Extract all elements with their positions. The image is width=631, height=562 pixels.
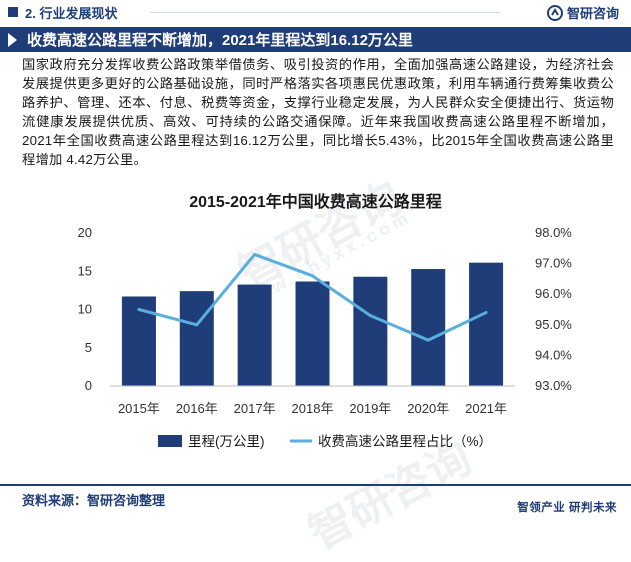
line-point xyxy=(368,314,372,318)
y-right-tick-label: 98.0% xyxy=(535,225,572,240)
y-left-tick-label: 0 xyxy=(85,378,92,393)
bar xyxy=(237,284,272,386)
line-point xyxy=(484,311,488,315)
x-tick-label: 2019年 xyxy=(349,401,391,416)
y-left-tick-label: 5 xyxy=(85,340,92,355)
chart-title: 2015-2021年中国收费高速公路里程 xyxy=(189,194,442,211)
legend-line-label: 收费高速公路里程占比（%） xyxy=(318,433,492,449)
y-right-tick-label: 96.0% xyxy=(535,286,572,301)
footer-slogan: 智领产业 研判未来 xyxy=(517,502,617,514)
footer-divider xyxy=(0,484,631,486)
y-right-tick-label: 94.0% xyxy=(535,347,572,362)
y-left-tick-label: 10 xyxy=(78,302,92,317)
line-point xyxy=(311,274,314,278)
line-point xyxy=(253,252,257,256)
x-tick-label: 2016年 xyxy=(176,401,218,416)
headline-arrow-icon xyxy=(8,32,17,47)
brand-name: 智研咨询 xyxy=(566,6,619,21)
line-point xyxy=(195,323,199,327)
brand-logo-icon xyxy=(546,4,563,21)
line-point xyxy=(137,308,141,311)
source-note: 资料来源：智研咨询整理 xyxy=(22,493,166,508)
headline-banner: 收费高速公路里程不断增加，2021年里程达到16.12万公里 xyxy=(0,27,631,52)
x-tick-label: 2017年 xyxy=(234,401,276,416)
bar xyxy=(295,281,330,386)
y-left-tick-label: 15 xyxy=(78,263,92,278)
body-paragraph: 国家政府充分发挥收费公路政策举借债务、吸引投资的作用，全面加强高速公路建设，为经… xyxy=(22,57,614,167)
bar xyxy=(469,262,504,386)
y-left-tick-label: 20 xyxy=(78,225,92,240)
x-tick-label: 2021年 xyxy=(465,401,507,416)
headline-text: 收费高速公路里程不断增加，2021年里程达到16.12万公里 xyxy=(27,32,413,49)
legend-bar-swatch xyxy=(158,435,182,447)
y-right-tick-label: 93.0% xyxy=(535,378,572,393)
section-square-icon xyxy=(8,7,18,17)
bar xyxy=(353,276,388,386)
line-point xyxy=(426,338,430,342)
bar xyxy=(411,269,446,386)
section-label: 2. 行业发展现状 xyxy=(25,5,118,21)
y-right-tick-label: 95.0% xyxy=(535,317,572,332)
combo-chart: 0 5 10 15 20 93.0% 94.0% 95.0% 96.0% 97.0% 98.0% 20… xyxy=(78,225,573,449)
bar xyxy=(179,291,214,386)
x-tick-label: 2018年 xyxy=(292,401,334,416)
brand-logo: 智研咨询 xyxy=(546,3,619,22)
y-right-tick-label: 97.0% xyxy=(535,256,572,271)
section-tag: 2. 行业发展现状 xyxy=(0,2,123,22)
x-tick-label: 2020年 xyxy=(407,401,449,416)
legend-bar-label: 里程(万公里) xyxy=(188,434,265,449)
x-tick-label: 2015年 xyxy=(118,401,160,416)
top-bar: 2. 行业发展现状 xyxy=(0,0,631,24)
top-divider xyxy=(150,12,500,13)
